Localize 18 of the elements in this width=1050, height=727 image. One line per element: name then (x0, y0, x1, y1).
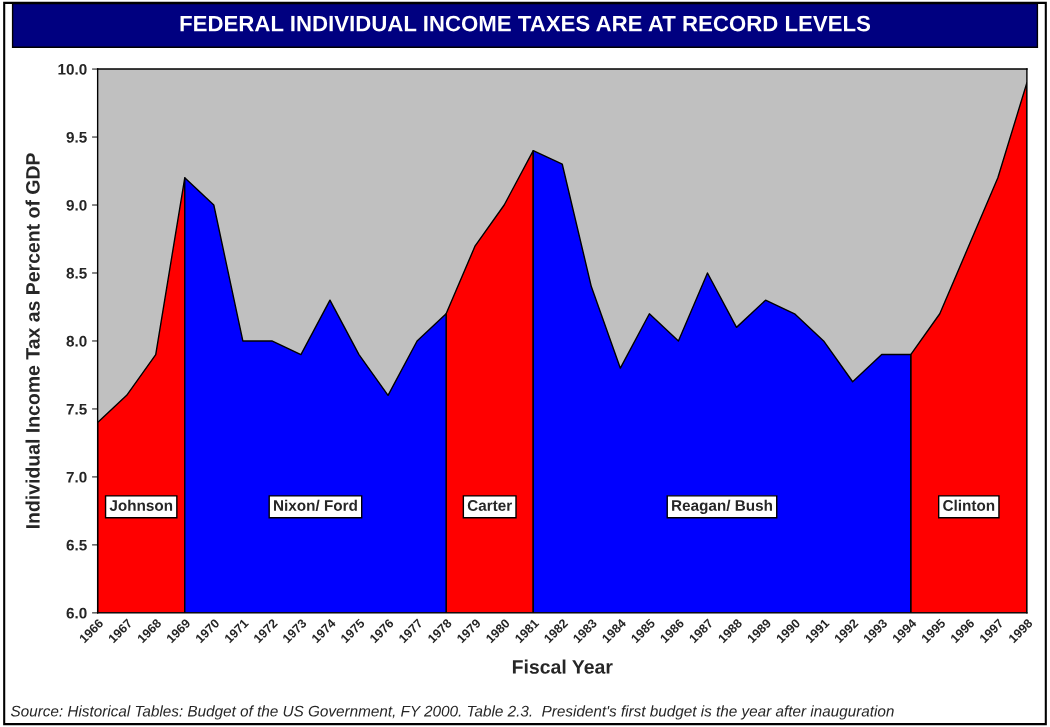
annotation: Nixon/ Ford (274, 499, 357, 512)
y-tick-label: 6.0 (66, 607, 87, 619)
y-tick-label: 9.0 (66, 199, 87, 211)
y-tick-label: 7.5 (66, 403, 87, 415)
y-tick-label: 8.5 (66, 267, 87, 279)
y-tick-label: 7.0 (66, 471, 87, 483)
y-axis-title: Individual Income Tax as Percent of GDP (25, 153, 40, 529)
annotation: Johnson (109, 499, 173, 511)
y-tick-label: 9.5 (66, 131, 87, 143)
y-tick-label: 6.5 (66, 539, 87, 551)
y-tick-label: 8.0 (66, 335, 87, 347)
annotation: Carter (467, 500, 512, 511)
annotation: Clinton (943, 499, 995, 511)
annotation: Reagan/ Bush (672, 499, 772, 514)
chart-title: FEDERAL INDIVIDUAL INCOME TAXES ARE AT RECORD LEVELS (180, 15, 871, 32)
y-tick-label: 10.0 (58, 63, 87, 75)
source-note: Source: Historical Tables: Budget of the US Government, FY 2000. Table 2.3. President's first budget is the year after inauguration (10, 705, 894, 720)
x-axis-title: Fiscal Year (512, 659, 613, 674)
